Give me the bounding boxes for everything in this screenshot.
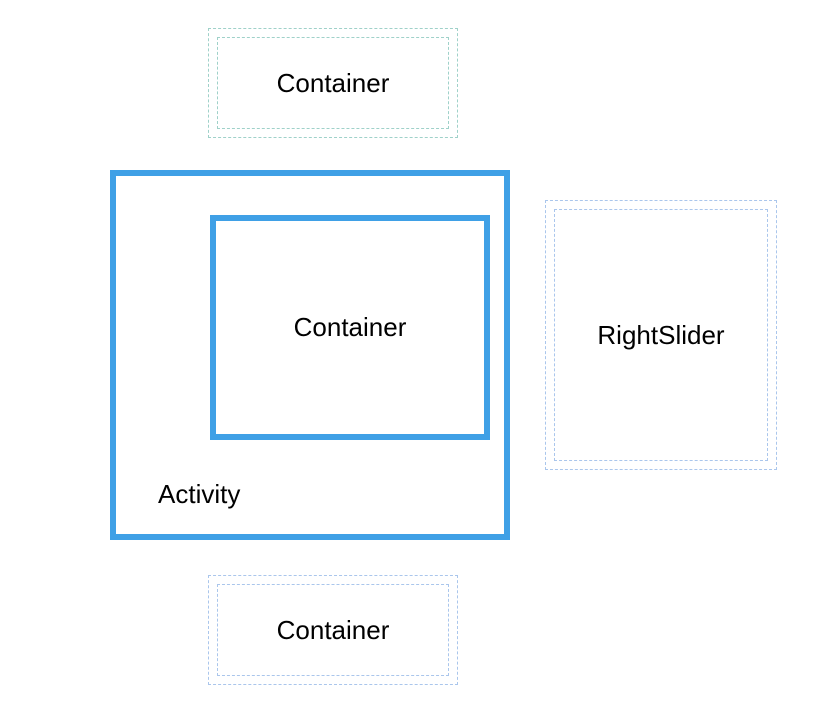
right-slider-label: RightSlider <box>597 320 724 351</box>
top-container-label: Container <box>277 68 390 99</box>
top-container-box: Container <box>208 28 458 138</box>
center-container-box: Container <box>210 215 490 440</box>
bottom-container-box: Container <box>208 575 458 685</box>
bottom-container-label: Container <box>277 615 390 646</box>
activity-label: Activity <box>158 479 240 510</box>
diagram-stage: Container Activity Container RightSlider… <box>0 0 828 712</box>
center-container-label: Container <box>294 312 407 343</box>
right-slider-box: RightSlider <box>545 200 777 470</box>
